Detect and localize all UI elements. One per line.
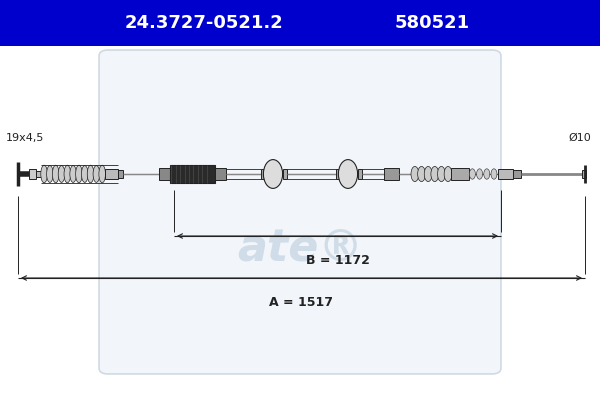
Text: ate®: ate®	[237, 226, 363, 270]
Ellipse shape	[93, 166, 100, 182]
Bar	[29, 169, 36, 179]
Bar	[0, 0, 600, 46]
Text: B = 1172: B = 1172	[305, 254, 370, 267]
Ellipse shape	[64, 165, 71, 183]
Ellipse shape	[99, 165, 106, 183]
Ellipse shape	[87, 165, 94, 183]
Ellipse shape	[418, 166, 425, 182]
Ellipse shape	[469, 169, 475, 179]
Ellipse shape	[437, 166, 445, 182]
Bar	[215, 168, 226, 180]
Bar	[104, 169, 118, 179]
Text: A = 1517: A = 1517	[269, 296, 334, 309]
Ellipse shape	[484, 169, 490, 179]
Ellipse shape	[52, 165, 59, 183]
Ellipse shape	[47, 166, 53, 182]
Ellipse shape	[444, 166, 452, 182]
Ellipse shape	[338, 160, 358, 188]
Bar	[358, 169, 362, 179]
Ellipse shape	[491, 169, 497, 179]
Bar	[36, 171, 41, 177]
Text: 24.3727-0521.2: 24.3727-0521.2	[125, 14, 283, 32]
Bar	[384, 168, 399, 180]
Ellipse shape	[424, 166, 432, 182]
Text: 580521: 580521	[394, 14, 470, 32]
Bar	[497, 169, 512, 179]
Ellipse shape	[70, 166, 76, 182]
Ellipse shape	[41, 165, 47, 183]
Ellipse shape	[82, 166, 88, 182]
Ellipse shape	[58, 166, 65, 182]
Bar	[261, 169, 266, 179]
Bar	[159, 168, 170, 180]
Text: Ø10: Ø10	[568, 133, 591, 143]
Bar	[451, 168, 469, 180]
Text: 19x4,5: 19x4,5	[6, 133, 44, 143]
Ellipse shape	[431, 166, 439, 182]
FancyBboxPatch shape	[99, 50, 501, 374]
Ellipse shape	[76, 165, 82, 183]
Bar	[512, 170, 521, 178]
Bar	[283, 169, 287, 179]
Ellipse shape	[411, 166, 419, 182]
Bar	[336, 169, 341, 179]
Bar	[170, 165, 215, 183]
Bar	[582, 170, 586, 178]
Bar	[118, 170, 122, 178]
Ellipse shape	[263, 160, 283, 188]
Ellipse shape	[476, 169, 482, 179]
